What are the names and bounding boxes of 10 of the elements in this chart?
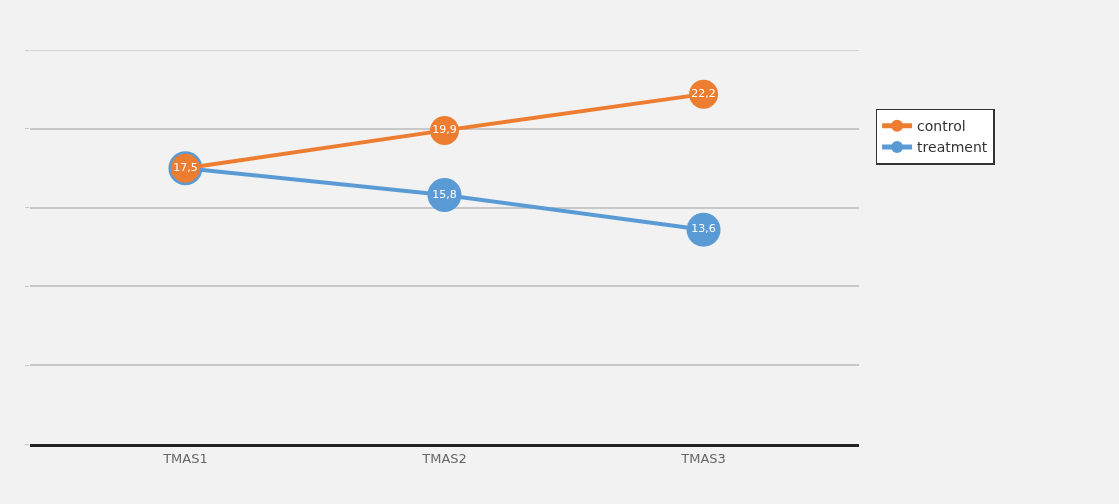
data-label: 19,9 xyxy=(432,123,457,137)
x-tick-label: TMAS3 xyxy=(680,450,726,466)
data-label: 17,5 xyxy=(173,160,198,174)
data-label: 15,8 xyxy=(432,187,457,201)
data-label: 13,6 xyxy=(691,222,716,236)
x-tick-label: TMAS2 xyxy=(421,450,467,466)
legend-label: control xyxy=(917,118,966,135)
legend-label: treatment xyxy=(917,139,988,156)
x-tick-label: TMAS1 xyxy=(162,450,208,466)
data-label: 22,2 xyxy=(691,86,716,100)
